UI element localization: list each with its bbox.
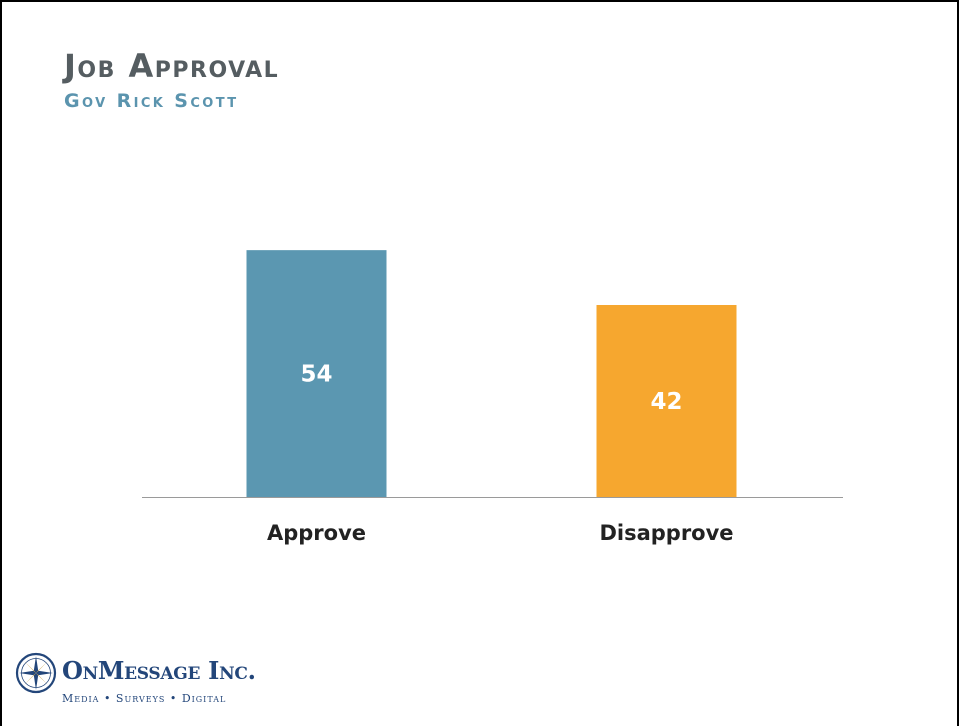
data-label-approve: 54	[300, 362, 332, 388]
bar-disapprove	[596, 305, 737, 497]
logo-wordmark: OnMessage Inc.	[62, 656, 256, 685]
category-label-approve: Approve	[267, 521, 366, 545]
slide-subtitle: Gov Rick Scott	[64, 90, 239, 112]
bar-approve	[246, 250, 387, 497]
data-label-disapprove: 42	[650, 389, 682, 415]
company-logo: OnMessage Inc. Media • Surveys • Digital	[14, 651, 274, 728]
slide-title: Job Approval	[64, 47, 280, 85]
category-label-disapprove: Disapprove	[599, 521, 733, 545]
x-axis-tick-labels: Approve Disapprove	[267, 521, 734, 545]
chart-bars: 54 42	[246, 250, 737, 497]
logo-tagline: Media • Surveys • Digital	[62, 692, 227, 705]
compass-rose-icon	[15, 652, 57, 694]
